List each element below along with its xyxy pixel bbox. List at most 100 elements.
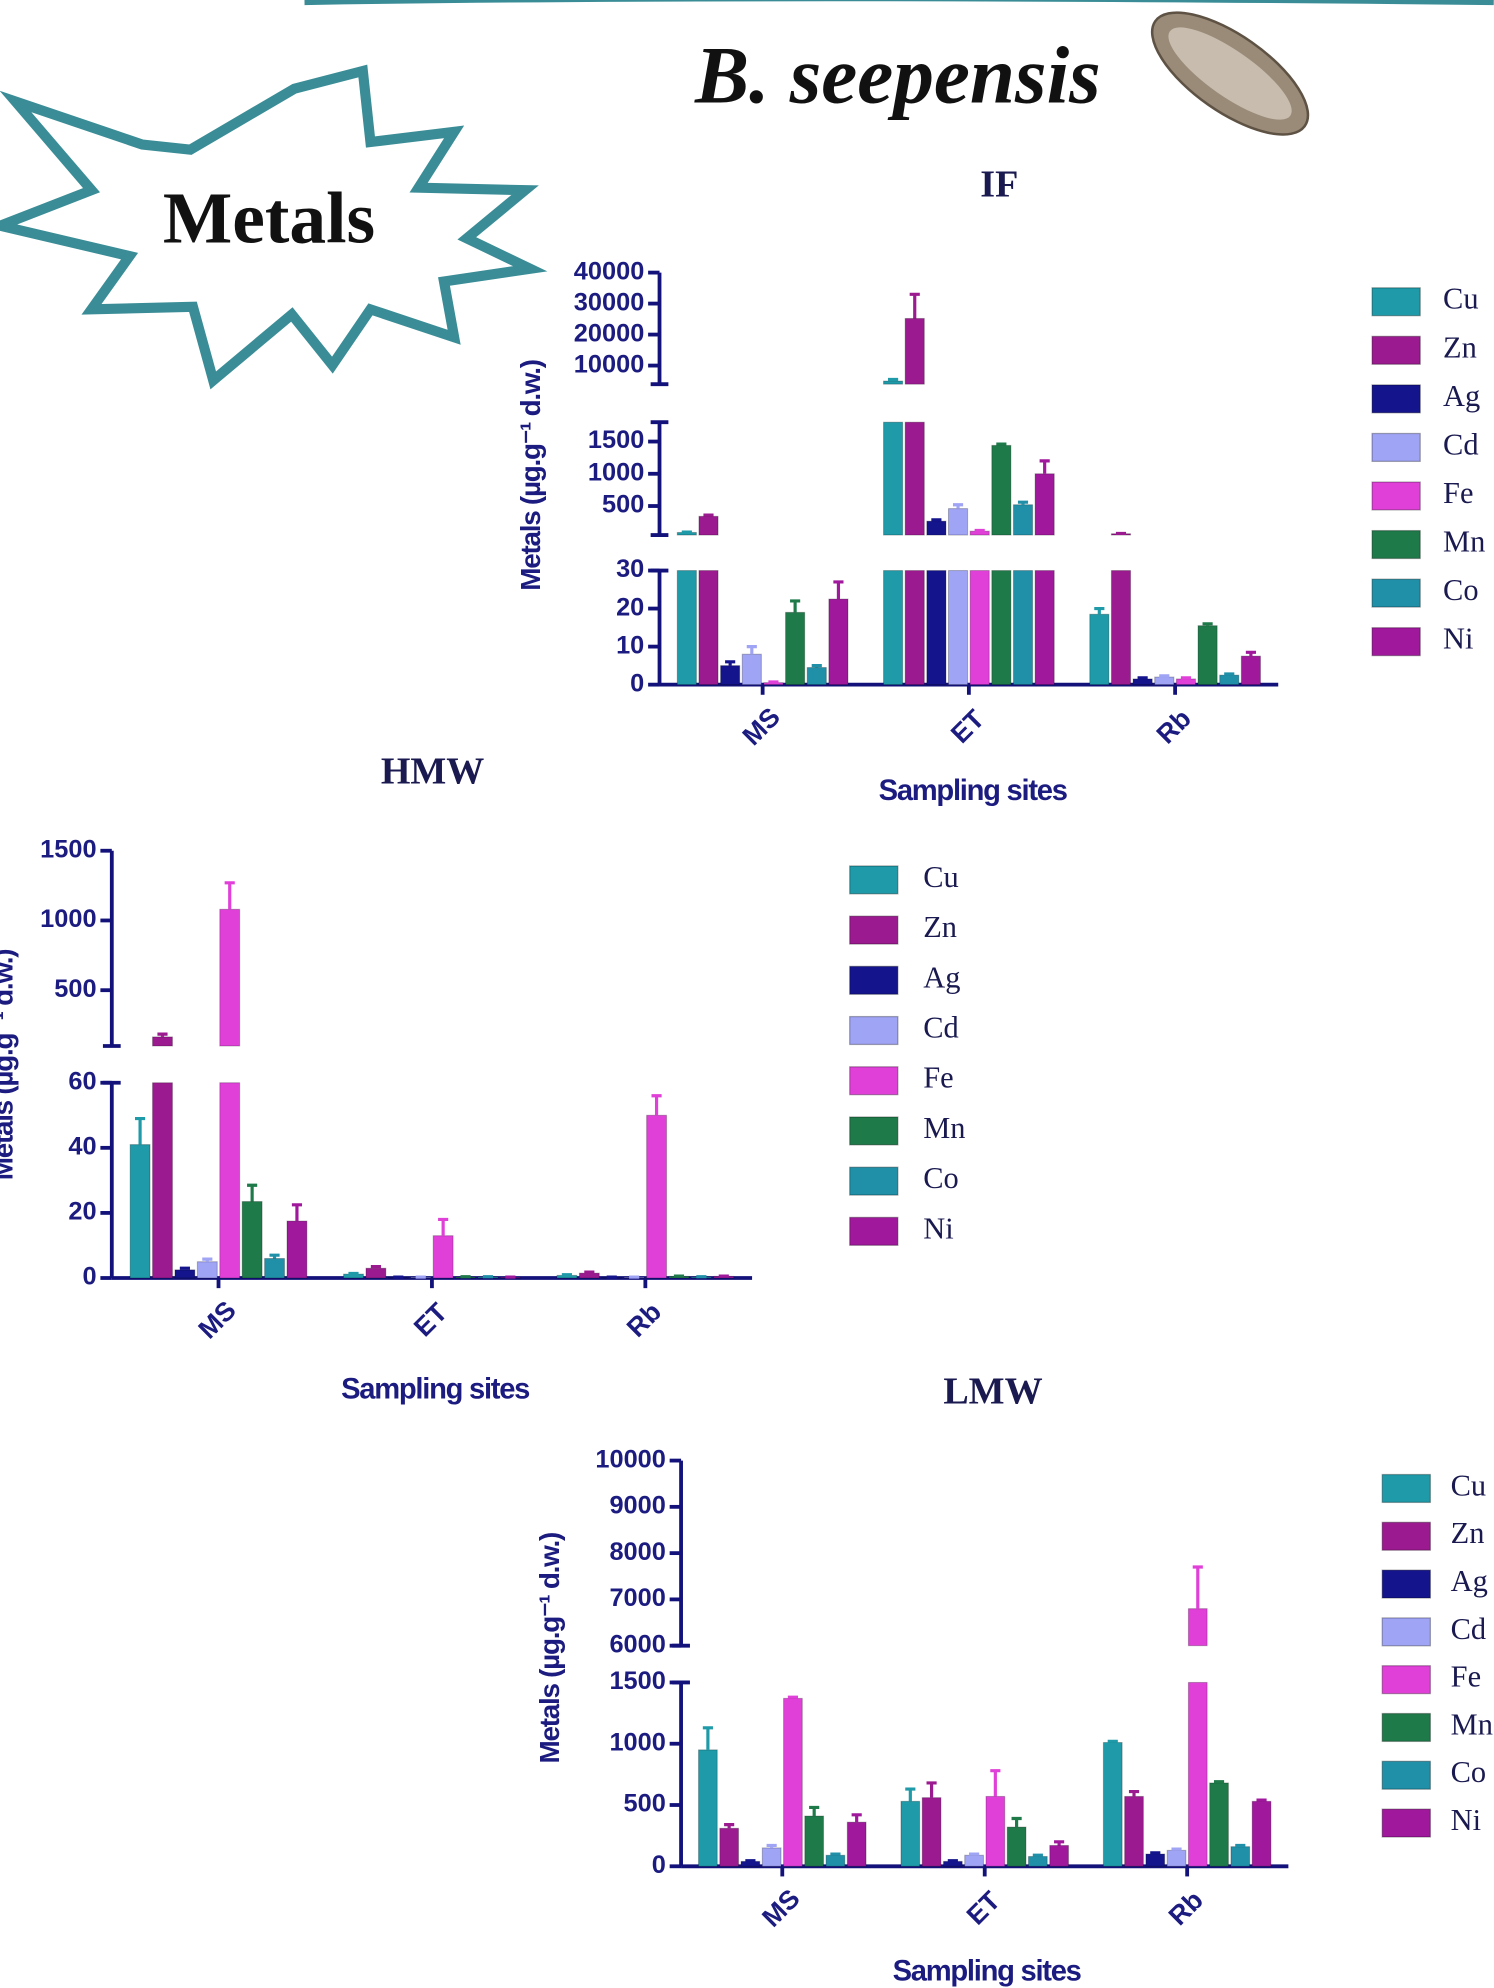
legend-swatch <box>1382 1809 1430 1837</box>
y-axis-label: Metals (µg.g⁻¹ d.w.) <box>515 360 546 590</box>
bar <box>992 571 1011 685</box>
y-tick-label: 40 <box>68 1133 96 1161</box>
bar <box>847 1822 866 1866</box>
legend-swatch <box>850 1117 898 1145</box>
x-tick-label: Rb <box>1151 703 1197 749</box>
bar <box>1241 656 1260 685</box>
bar <box>1035 474 1054 535</box>
bar <box>197 1262 217 1278</box>
bar <box>433 1236 453 1278</box>
legend-label: Mn <box>1451 1707 1493 1741</box>
bar <box>807 668 826 685</box>
bar <box>175 1270 195 1278</box>
error-bar <box>927 1783 937 1798</box>
legend-swatch <box>1382 1761 1430 1789</box>
bar <box>153 1037 173 1046</box>
bar <box>366 1268 386 1278</box>
bar <box>829 599 848 685</box>
legend-label: Ni <box>1443 622 1473 656</box>
legend-label: Cu <box>1443 282 1478 316</box>
bar <box>699 1750 718 1866</box>
bar <box>905 571 924 685</box>
error-bar <box>725 662 735 666</box>
y-tick-label: 500 <box>624 1790 666 1818</box>
error-bar <box>562 1275 572 1276</box>
legend-swatch <box>1372 385 1420 413</box>
error-bar <box>438 1219 448 1235</box>
y-tick-label: 20000 <box>574 319 644 347</box>
legend-label: Fe <box>923 1061 953 1095</box>
bar <box>965 1855 984 1866</box>
bar <box>1146 1854 1165 1866</box>
y-tick-label: 1000 <box>40 905 96 933</box>
legend-label: Co <box>923 1161 958 1195</box>
bar <box>1013 571 1032 685</box>
bar <box>948 509 967 535</box>
error-bar <box>1108 1741 1118 1742</box>
y-tick-label: 1500 <box>609 1667 665 1695</box>
legend-label: Cd <box>923 1010 958 1044</box>
y-tick-label: 1500 <box>40 835 96 863</box>
error-bar <box>975 531 985 532</box>
legend-swatch <box>850 1217 898 1245</box>
error-bar <box>830 1854 840 1855</box>
error-bar <box>996 444 1006 445</box>
legend-label: Ni <box>1451 1803 1481 1837</box>
legend-label: Co <box>1443 573 1478 607</box>
bar <box>1167 1850 1186 1866</box>
bar <box>265 1258 285 1278</box>
bar <box>1111 571 1130 685</box>
y-tick-label: 7000 <box>609 1584 665 1612</box>
legend-label: Cd <box>1451 1612 1486 1646</box>
y-tick-label: 30000 <box>574 288 644 316</box>
error-bar <box>348 1273 358 1274</box>
bar <box>992 445 1011 535</box>
error-bar <box>180 1268 190 1270</box>
poster: Metals B. seepensis IFSampling sitesMeta… <box>0 0 1494 1988</box>
bar <box>1155 677 1174 685</box>
legend-swatch <box>1372 433 1420 461</box>
error-bar <box>1235 1845 1245 1846</box>
legend-swatch <box>1372 336 1420 364</box>
bar <box>720 1828 739 1866</box>
bar <box>884 571 903 685</box>
bar <box>901 1801 920 1866</box>
y-axis-label: Metals (µg.g⁻¹ d.w.) <box>534 1533 565 1763</box>
y-tick-label: 0 <box>630 669 644 697</box>
error-bar <box>292 1205 302 1221</box>
error-bar <box>1138 678 1148 679</box>
x-tick-label: MS <box>192 1295 241 1344</box>
error-bar <box>1054 1842 1064 1846</box>
y-tick-label: 6000 <box>609 1630 665 1658</box>
legend-swatch <box>1372 628 1420 656</box>
bar <box>1090 614 1109 684</box>
error-bar <box>1181 678 1191 679</box>
y-tick-label: 10000 <box>574 350 644 378</box>
main-title: B. seepensis <box>694 30 1101 120</box>
error-bar <box>1256 1800 1266 1801</box>
bar <box>1176 679 1195 685</box>
error-bar <box>747 647 757 655</box>
bar <box>579 1273 599 1278</box>
bar <box>1013 505 1032 535</box>
bar <box>905 422 924 535</box>
error-bar <box>852 1815 862 1822</box>
bar <box>699 571 718 685</box>
legend-swatch <box>1382 1618 1430 1646</box>
legend-swatch <box>850 866 898 894</box>
badge-text: Metals <box>163 177 375 259</box>
x-axis-label: Sampling sites <box>893 1955 1082 1987</box>
error-bar <box>1214 1782 1224 1783</box>
bar <box>721 666 740 685</box>
error-bar <box>969 1854 979 1855</box>
legend-swatch <box>1382 1666 1430 1694</box>
legend-swatch <box>850 916 898 944</box>
bar <box>762 1848 781 1866</box>
bar <box>287 1221 307 1278</box>
error-bar <box>809 1807 819 1816</box>
y-tick-label: 0 <box>82 1263 96 1291</box>
y-tick-label: 20 <box>616 593 644 621</box>
x-tick-label: ET <box>961 1885 1006 1930</box>
error-bar <box>990 1771 1000 1797</box>
top-border <box>305 0 1494 3</box>
